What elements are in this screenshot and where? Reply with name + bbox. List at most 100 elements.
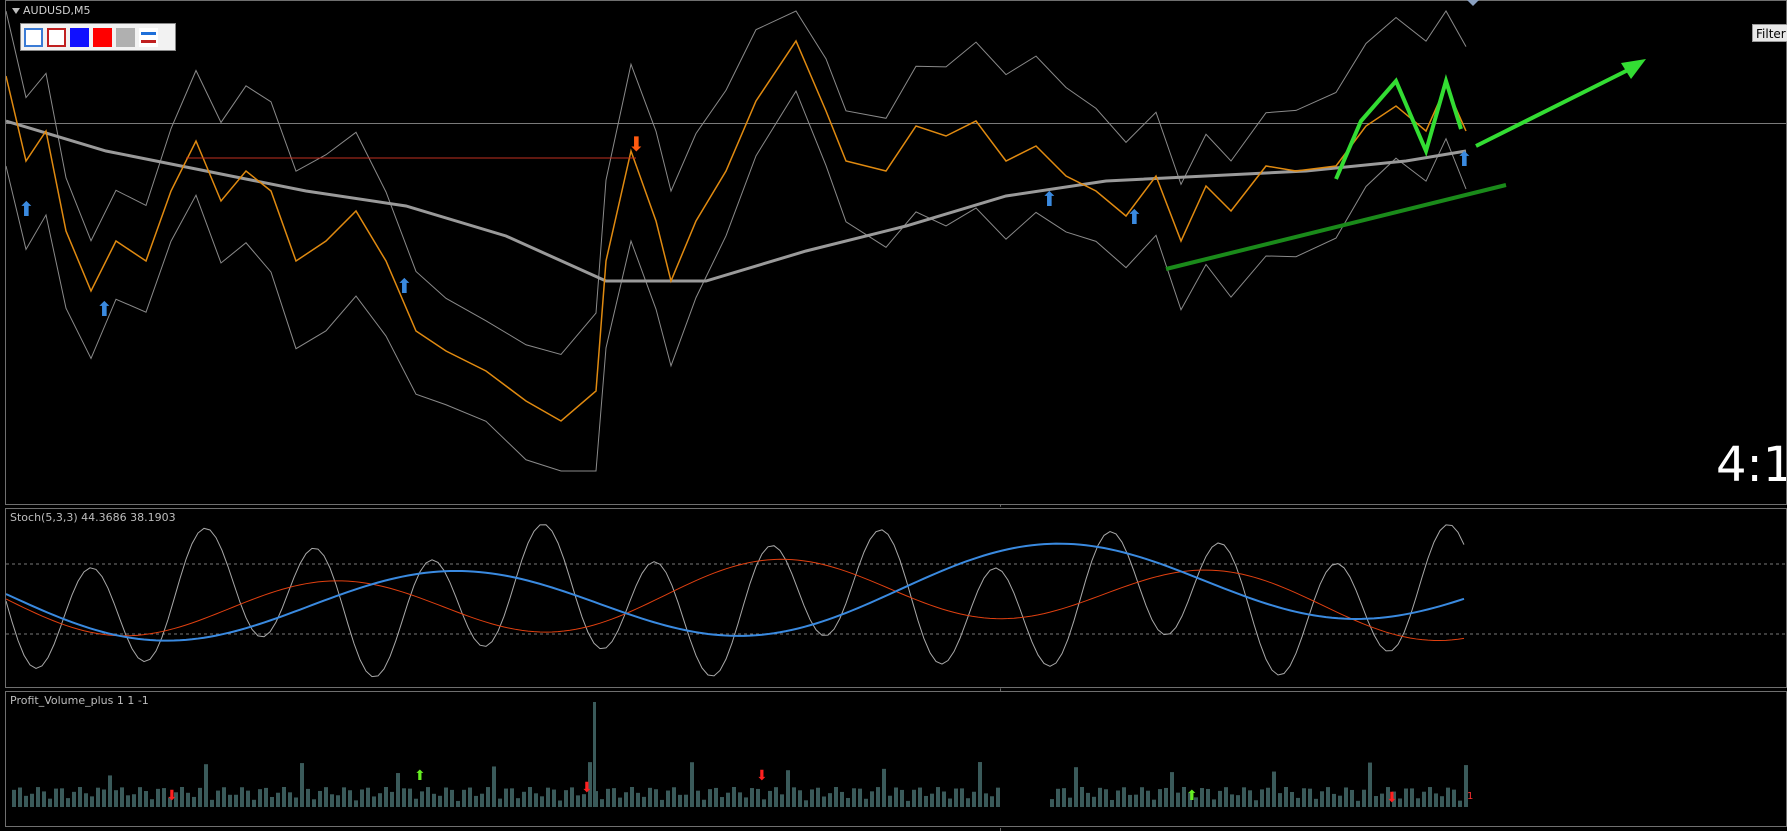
collapse-triangle-icon[interactable]	[12, 7, 20, 14]
volume-bar	[306, 788, 310, 807]
filter-button[interactable]: Filter	[1752, 24, 1787, 42]
price-chart-canvas[interactable]: ⬆ ⬆ ⬆ ⬆ ⬆ ⬆ ⬇	[6, 1, 1787, 505]
volume-down-arrow-icon: ⬇	[166, 788, 178, 804]
volume-bar	[216, 790, 220, 807]
volume-bar	[1236, 795, 1240, 807]
volume-bar	[228, 794, 232, 807]
volume-bar	[396, 773, 400, 807]
up-arrow-icon: ⬆	[18, 197, 35, 221]
stochastic-pane[interactable]: Stoch(5,3,3) 44.3686 38.1903	[5, 508, 1787, 688]
volume-bar	[324, 787, 328, 807]
chart-shift-marker-icon[interactable]	[1467, 0, 1479, 6]
zigzag-line	[1334, 74, 1463, 180]
volume-bar	[498, 798, 502, 807]
lines-icon[interactable]	[139, 27, 158, 47]
symbol-title[interactable]: AUDUSD,M5	[12, 4, 91, 17]
volume-bar	[1338, 795, 1342, 807]
volume-bar	[90, 796, 94, 807]
volume-bar	[1188, 792, 1192, 807]
forecast-arrow-line	[1475, 64, 1637, 148]
volume-bar	[1206, 788, 1210, 807]
volume-bar	[1272, 771, 1276, 807]
volume-bar	[768, 790, 772, 807]
volume-bar	[66, 798, 70, 807]
volume-bar	[558, 800, 562, 807]
volume-bar	[372, 796, 376, 807]
volume-bar	[1320, 791, 1324, 807]
volume-bar	[1368, 762, 1372, 807]
volume-bar	[804, 800, 808, 807]
volume-down-arrow-icon: ⬇	[1386, 790, 1398, 806]
volume-bar	[744, 797, 748, 807]
volume-bar	[1050, 799, 1054, 807]
volume-bar	[726, 792, 730, 807]
volume-bar	[714, 787, 718, 807]
volume-bar	[618, 797, 622, 807]
volume-bar	[570, 787, 574, 807]
red-outline-square-icon[interactable]	[47, 27, 66, 47]
volume-bar	[402, 788, 406, 807]
volume-pane[interactable]: ⬆ ⬆ ⬇ ⬇ ⬇ ⬇ Profit_Volume_plus 1 1 -1	[5, 691, 1787, 827]
volume-bar	[1242, 787, 1246, 807]
volume-bar	[24, 795, 28, 807]
volume-bar	[654, 789, 658, 807]
volume-bar	[834, 787, 838, 807]
volume-bar	[1098, 787, 1102, 807]
volume-bar	[294, 797, 298, 807]
volume-bar	[426, 787, 430, 807]
volume-bar	[30, 793, 34, 807]
volume-bar	[360, 789, 364, 807]
volume-bar	[1122, 787, 1126, 807]
volume-bar	[630, 787, 634, 807]
volume-bar	[1344, 787, 1348, 807]
volume-bar	[1146, 790, 1150, 807]
volume-bar	[1194, 797, 1198, 807]
volume-bar	[546, 787, 550, 807]
volume-bar	[258, 789, 262, 807]
volume-bar	[18, 787, 22, 807]
volume-bar	[858, 788, 862, 807]
volume-bar	[1080, 787, 1084, 807]
price-chart-pane[interactable]: ⬆ ⬆ ⬆ ⬆ ⬆ ⬆ ⬇ AUDUSD,M5 4:19	[5, 0, 1787, 505]
up-arrow-icon: ⬆	[1126, 205, 1143, 229]
volume-bar	[1254, 800, 1258, 807]
volume-bar	[666, 790, 670, 807]
volume-bar	[348, 790, 352, 807]
volume-bar	[534, 793, 538, 807]
volume-bar	[354, 800, 358, 807]
stochastic-canvas[interactable]	[6, 509, 1787, 688]
volume-bar	[762, 799, 766, 807]
volume-bar	[708, 789, 712, 807]
volume-bar	[444, 787, 448, 807]
volume-bar	[1104, 789, 1108, 807]
volume-bar	[162, 788, 166, 807]
up-arrow-icon: ⬆	[396, 274, 413, 298]
volume-bar	[552, 789, 556, 807]
volume-bar	[894, 787, 898, 807]
volume-bar	[234, 794, 238, 807]
volume-bar	[1176, 792, 1180, 807]
volume-bar	[198, 787, 202, 807]
volume-bar	[624, 792, 628, 807]
up-arrow-icon: ⬆	[1456, 147, 1473, 171]
gray-fill-square-icon[interactable]	[116, 27, 135, 47]
volume-bar	[1440, 796, 1444, 807]
volume-bar	[1164, 787, 1168, 807]
volume-bar	[1398, 798, 1402, 807]
volume-bar	[636, 792, 640, 807]
volume-bar	[1332, 793, 1336, 807]
blue-fill-square-icon[interactable]	[70, 27, 89, 47]
volume-bar	[264, 787, 268, 807]
volume-bar	[690, 762, 694, 807]
price-level-line[interactable]	[6, 123, 1786, 124]
volume-label: Profit_Volume_plus 1 1 -1	[10, 694, 149, 707]
volume-canvas[interactable]: ⬆ ⬆ ⬇ ⬇ ⬇ ⬇	[6, 692, 1787, 827]
volume-bar	[930, 793, 934, 807]
volume-bar	[114, 790, 118, 807]
red-fill-square-icon[interactable]	[93, 27, 112, 47]
volume-bar	[1458, 800, 1462, 807]
volume-bar	[1350, 789, 1354, 807]
blue-outline-square-icon[interactable]	[24, 27, 43, 47]
volume-bar	[582, 794, 586, 807]
volume-bar	[798, 790, 802, 807]
